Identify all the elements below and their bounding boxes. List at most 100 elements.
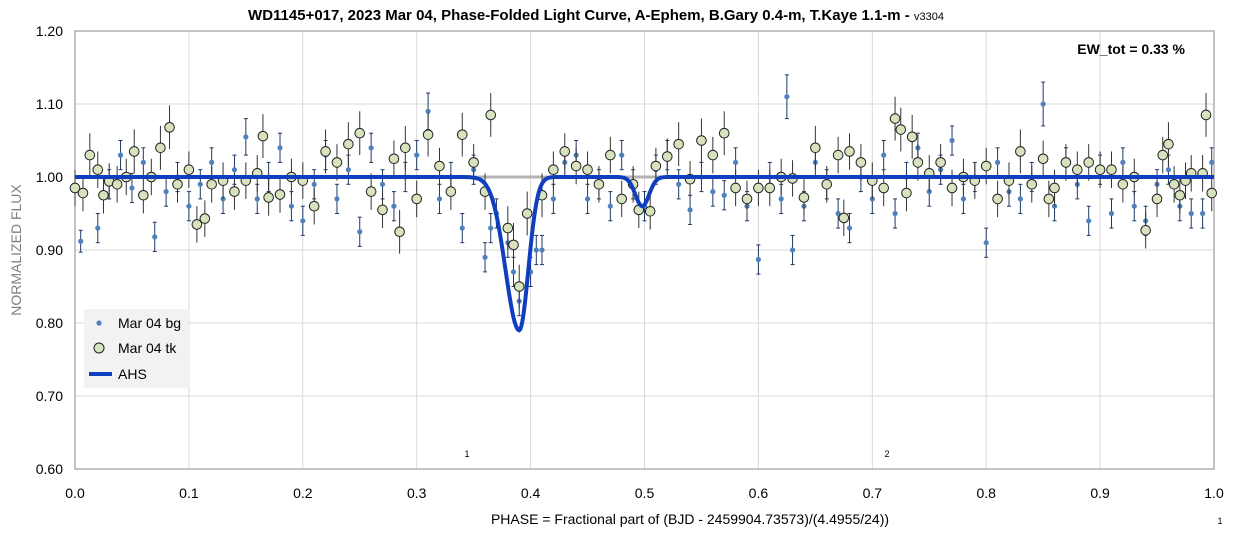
tk-data-point <box>1015 146 1026 157</box>
bg-data-point <box>755 256 762 263</box>
y-axis-ticks: 0.60 0.70 0.80 0.90 1.00 1.10 1.20 <box>36 23 63 477</box>
tk-data-point <box>502 222 514 234</box>
tk-data-point <box>422 129 434 140</box>
y-tick-label: 0.80 <box>36 315 63 331</box>
legend: Mar 04 bg Mar 04 tk AHS <box>84 309 189 388</box>
tk-data-point <box>411 193 423 205</box>
tk-data-point <box>98 189 109 201</box>
bg-data-point <box>1086 218 1092 224</box>
tk-data-point <box>111 179 123 190</box>
x-tick-label: 0.6 <box>749 485 769 501</box>
bg-data-point <box>846 225 853 231</box>
corner-note: 1 <box>1217 516 1222 526</box>
tk-data-point <box>895 124 907 135</box>
x-tick-label: 0.1 <box>179 485 199 501</box>
x-tick-label: 0.0 <box>65 485 85 501</box>
tk-data-point <box>388 153 400 165</box>
tk-data-point <box>199 213 211 224</box>
bg-data-point <box>414 152 420 158</box>
tk-data-point <box>901 187 912 199</box>
bg-data-point <box>140 159 146 165</box>
chart-title-text: WD1145+017, 2023 Mar 04, Phase-Folded Li… <box>248 7 914 24</box>
bg-data-point <box>619 152 625 158</box>
tk-data-point <box>1174 189 1186 201</box>
tk-data-point <box>844 146 855 157</box>
bg-data-point <box>345 167 351 173</box>
tk-data-point <box>1026 179 1038 190</box>
bg-data-point <box>482 254 488 260</box>
x-tick-label: 0.8 <box>976 485 996 501</box>
plot-area-border <box>74 30 1215 470</box>
tk-data-point <box>1200 109 1212 121</box>
tk-data-point <box>1049 182 1060 194</box>
bg-data-point <box>277 145 283 151</box>
tk-data-point <box>798 192 810 203</box>
tk-data-point <box>513 281 525 292</box>
tk-data-point <box>889 113 901 124</box>
bg-data-point <box>379 181 386 187</box>
tk-data-point <box>263 192 274 203</box>
tk-data-point <box>855 157 867 168</box>
tk-data-point <box>605 149 616 161</box>
tk-data-point <box>1043 193 1055 205</box>
bg-data-point <box>117 152 124 158</box>
tk-data-point <box>229 186 240 197</box>
tk-data-point <box>1151 193 1163 205</box>
tk-data-point <box>172 179 183 190</box>
tk-data-point <box>1094 164 1106 175</box>
tk-data-point <box>377 204 388 216</box>
tk-data-point <box>445 186 457 197</box>
tk-data-point <box>912 157 924 168</box>
x-tick-label: 0.5 <box>635 485 655 501</box>
bg-data-point <box>436 196 443 202</box>
bg-data-point <box>1165 167 1172 173</box>
bg-data-point <box>1209 159 1215 165</box>
bg-data-point <box>163 189 169 195</box>
bg-data-point <box>607 203 613 209</box>
tk-data-point <box>1106 164 1117 175</box>
tk-data-point <box>1037 153 1049 165</box>
tk-data-point <box>1206 187 1218 199</box>
bg-data-point <box>1108 210 1115 217</box>
tk-data-point <box>521 208 533 219</box>
tk-data-point <box>394 226 405 238</box>
tk-data-point <box>838 212 850 224</box>
tk-data-point <box>84 149 96 161</box>
bg-data-point <box>391 203 397 209</box>
x-tick-label: 0.4 <box>521 485 541 501</box>
tk-data-point <box>206 179 217 190</box>
tk-data-point <box>456 129 468 140</box>
bg-data-point <box>584 196 591 202</box>
bg-data-point <box>960 196 967 202</box>
bg-data-point <box>209 159 215 165</box>
tk-data-point <box>1060 157 1072 168</box>
y-tick-label: 1.10 <box>36 96 63 112</box>
chart-title: WD1145+017, 2023 Mar 04, Phase-Folded Li… <box>248 7 944 24</box>
bg-data-point <box>243 134 249 140</box>
bg-data-point <box>311 181 317 187</box>
tk-data-point <box>1072 164 1083 175</box>
tk-data-point <box>878 182 889 194</box>
y-tick-label: 0.60 <box>36 461 63 477</box>
ahs-model-line <box>75 175 1214 333</box>
x-axis-label: PHASE = Fractional part of (BJD - 245990… <box>491 511 889 527</box>
bg-data-point <box>1120 159 1126 165</box>
bg-data-point <box>152 234 158 240</box>
tk-data-point <box>730 182 741 194</box>
bg-data-point <box>550 196 556 202</box>
x-tick-label: 0.9 <box>1090 485 1110 501</box>
bg-data-point <box>197 181 203 187</box>
tk-data-point <box>548 164 559 175</box>
tk-data-point <box>485 109 497 121</box>
x-tick-label: 0.2 <box>293 485 313 501</box>
legend-label-bg: Mar 04 bg <box>118 315 181 331</box>
tk-data-point <box>354 127 366 139</box>
bg-data-point <box>425 108 431 114</box>
tk-data-point <box>365 186 377 197</box>
bg-data-point <box>710 189 716 195</box>
bg-data-point <box>676 181 682 187</box>
tk-data-point <box>650 160 662 172</box>
tk-data-point <box>164 122 175 133</box>
